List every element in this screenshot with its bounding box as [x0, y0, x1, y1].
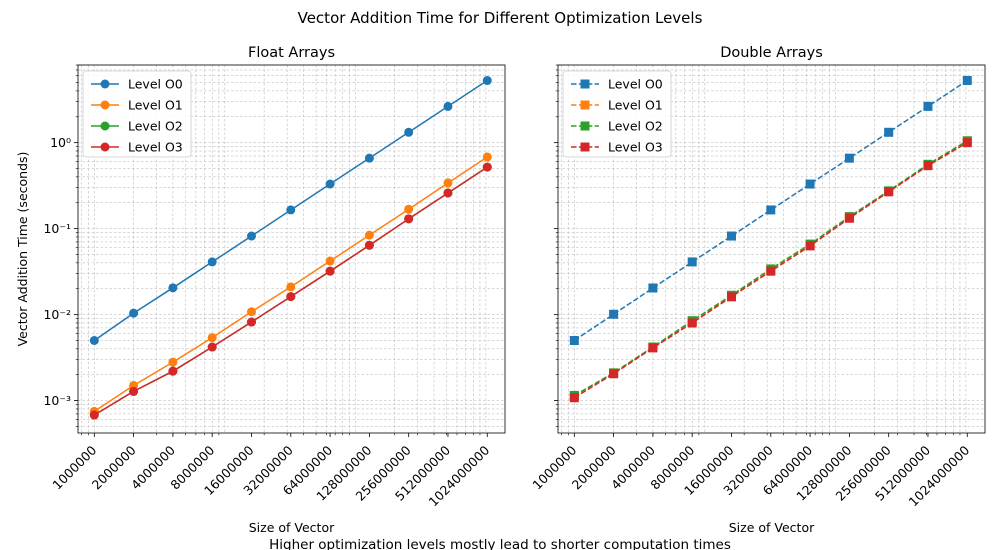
- data-point: [129, 386, 139, 396]
- data-point: [609, 309, 619, 319]
- y-tick-label: 10⁻³: [43, 393, 71, 408]
- data-point: [443, 188, 453, 198]
- chart-panel-1: 1000000200000040000008000000160000003200…: [15, 45, 506, 535]
- series-level-o0: [89, 76, 492, 346]
- series-level-o1: [89, 152, 492, 416]
- legend-marker: [100, 121, 110, 131]
- data-point: [246, 231, 256, 241]
- data-point: [364, 230, 374, 240]
- legend-marker: [580, 142, 590, 152]
- data-point: [687, 257, 697, 267]
- data-point: [884, 127, 894, 137]
- data-point: [962, 76, 972, 86]
- data-point: [923, 161, 933, 171]
- legend-label: Level O0: [128, 77, 183, 92]
- data-point: [569, 336, 579, 346]
- data-point: [325, 179, 335, 189]
- data-point: [364, 153, 374, 163]
- data-point: [246, 307, 256, 317]
- data-point: [168, 283, 178, 293]
- data-point: [129, 308, 139, 318]
- legend-label: Level O1: [128, 98, 183, 113]
- data-point: [609, 369, 619, 379]
- data-point: [482, 152, 492, 162]
- data-point: [482, 162, 492, 172]
- data-point: [443, 178, 453, 188]
- series-level-o0: [569, 76, 972, 346]
- chart-panel-2: 1000000200000040000008000000160000003200…: [529, 45, 986, 535]
- data-point: [884, 187, 894, 197]
- x-axis-label: Size of Vector: [729, 520, 815, 535]
- data-point: [805, 241, 815, 251]
- legend-marker: [100, 79, 110, 89]
- grid: [78, 64, 505, 433]
- figure-caption: Higher optimization levels mostly lead t…: [269, 537, 731, 550]
- data-point: [923, 101, 933, 111]
- legend: Level O0 Level O1 Level O2 Level O3: [562, 70, 672, 158]
- data-point: [168, 357, 178, 367]
- data-point: [286, 282, 296, 292]
- series-level-o3: [569, 138, 972, 403]
- data-point: [89, 336, 99, 346]
- data-point: [805, 179, 815, 189]
- data-point: [443, 101, 453, 111]
- legend-label: Level O2: [608, 119, 663, 134]
- x-axis-label: Size of Vector: [249, 520, 335, 535]
- data-point: [364, 240, 374, 250]
- y-tick-label: 10⁻¹: [43, 221, 71, 236]
- panel-title: Double Arrays: [720, 45, 823, 61]
- data-point: [687, 318, 697, 328]
- data-point: [207, 333, 217, 343]
- legend-label: Level O1: [608, 98, 663, 113]
- data-point: [766, 205, 776, 215]
- data-point: [962, 138, 972, 148]
- data-point: [246, 317, 256, 327]
- panel-title: Float Arrays: [248, 45, 335, 61]
- data-point: [404, 214, 414, 224]
- data-point: [404, 127, 414, 137]
- figure-title: Vector Addition Time for Different Optim…: [298, 9, 703, 27]
- series-level-o3: [89, 162, 492, 420]
- data-point: [168, 366, 178, 376]
- data-point: [844, 153, 854, 163]
- y-tick-label: 10⁻²: [43, 307, 71, 322]
- legend-marker: [580, 79, 590, 89]
- data-point: [89, 410, 99, 420]
- data-point: [844, 213, 854, 223]
- data-point: [207, 342, 217, 352]
- legend-marker: [580, 121, 590, 131]
- data-point: [404, 204, 414, 214]
- data-point: [726, 231, 736, 241]
- data-point: [766, 266, 776, 276]
- legend-marker: [100, 142, 110, 152]
- plot-frame: [557, 64, 986, 434]
- data-point: [286, 292, 296, 302]
- data-point: [648, 283, 658, 293]
- legend-box: [82, 70, 192, 158]
- legend: Level O0 Level O1 Level O2 Level O3: [82, 70, 192, 158]
- legend-label: Level O3: [608, 140, 663, 155]
- data-point: [325, 256, 335, 266]
- data-point: [207, 257, 217, 267]
- data-point: [569, 393, 579, 403]
- legend-label: Level O2: [128, 119, 183, 134]
- data-point: [726, 292, 736, 302]
- legend-label: Level O3: [128, 140, 183, 155]
- legend-box: [562, 70, 672, 158]
- data-point: [482, 76, 492, 86]
- legend-marker: [100, 100, 110, 110]
- legend-marker: [580, 100, 590, 110]
- chart-panels: 1000000200000040000008000000160000003200…: [15, 45, 986, 535]
- legend-label: Level O0: [608, 77, 663, 92]
- y-axis-label: Vector Addition Time (seconds): [15, 152, 30, 347]
- y-tick-label: 10⁰: [50, 135, 71, 150]
- data-point: [325, 266, 335, 276]
- data-point: [286, 205, 296, 215]
- plot-frame: [77, 64, 506, 434]
- data-point: [648, 343, 658, 353]
